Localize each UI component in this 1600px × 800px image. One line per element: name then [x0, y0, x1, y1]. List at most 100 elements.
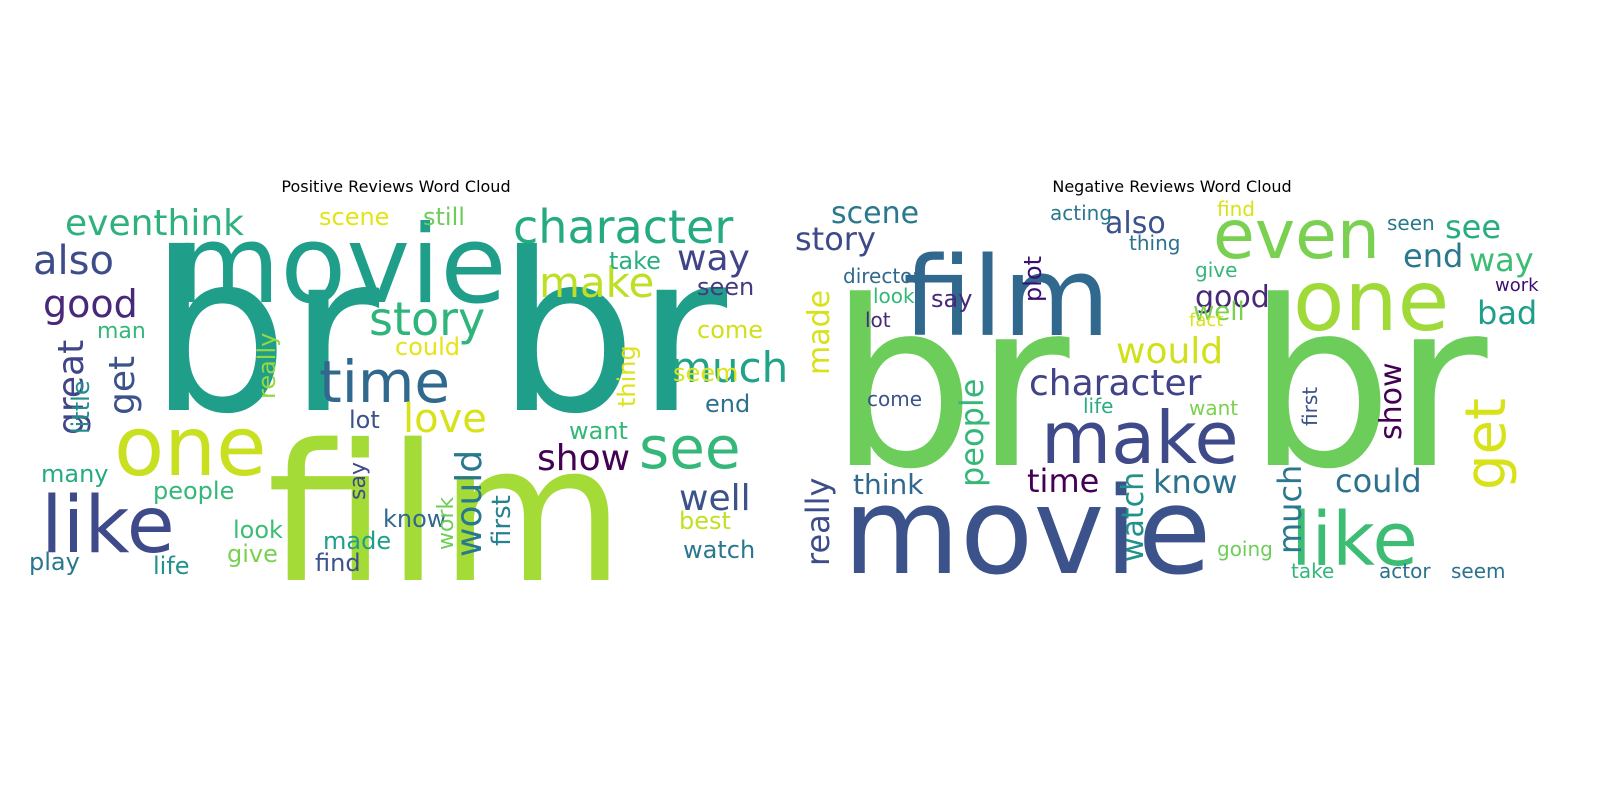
negative-word-going: going: [1217, 537, 1273, 561]
negative-word-like: like: [1291, 497, 1418, 583]
negative-word-know: know: [1153, 463, 1238, 501]
positive-word-look: look: [233, 516, 283, 544]
positive-word-many: many: [41, 460, 109, 488]
positive-word-lot: lot: [349, 406, 380, 434]
negative-word-fact: fact: [1189, 310, 1223, 331]
positive-word-give: give: [227, 540, 278, 568]
positive-word-great: great: [51, 340, 92, 435]
negative-word-way: way: [1469, 241, 1534, 279]
negative-word-one: one: [1293, 252, 1449, 350]
positive-word-work: work: [434, 497, 459, 550]
positive-word-show: show: [537, 438, 630, 479]
negative-word-end: end: [1403, 237, 1463, 275]
positive-word-seen: seen: [697, 273, 754, 301]
positive-word-film: film: [267, 404, 625, 585]
positive-word-love: love: [403, 396, 487, 442]
negative-word-see: see: [1445, 208, 1501, 246]
positive-word-good: good: [43, 282, 138, 326]
negative-word-br: br: [829, 253, 1070, 520]
negative-word-find: find: [1217, 200, 1255, 221]
negative-word-good: good: [1195, 280, 1270, 315]
negative-word-really: really: [799, 478, 837, 566]
positive-word-seem: seem: [673, 359, 738, 387]
positive-word-really: really: [253, 333, 281, 399]
negative-word-get: get: [1454, 398, 1519, 490]
positive-word-could: could: [395, 333, 460, 361]
negative-word-movie: movie: [843, 463, 1212, 585]
negative-word-much: much: [1271, 465, 1309, 554]
positive-word-watch: watch: [683, 536, 755, 564]
positive-word-made: made: [323, 527, 391, 555]
positive-word-would: would: [449, 450, 490, 557]
negative-word-seem: seem: [1451, 559, 1506, 583]
positive-word-want: want: [569, 417, 628, 445]
positive-word-one: one: [114, 400, 267, 495]
positive-word-see: see: [639, 414, 741, 482]
negative-word-say: say: [931, 285, 972, 313]
positive-word-play: play: [29, 548, 80, 576]
negative-word-come: come: [867, 387, 922, 411]
negative-word-thing: thing: [1129, 231, 1180, 255]
positive-word-br: br: [497, 206, 728, 462]
positive-word-first: first: [487, 495, 517, 546]
positive-word-like: like: [41, 481, 175, 571]
positive-word-get: get: [102, 356, 143, 415]
positive-wordcloud-title: Positive Reviews Word Cloud: [281, 177, 511, 196]
negative-word-well: well: [1193, 297, 1245, 327]
positive-word-know: know: [383, 505, 446, 533]
positive-word-life: life: [153, 552, 190, 580]
negative-word-actor: actor: [1379, 559, 1431, 583]
positive-word-best: best: [679, 507, 731, 535]
positive-word-scene: scene: [319, 203, 389, 231]
negative-word-want: want: [1189, 396, 1238, 420]
positive-word-time: time: [319, 348, 450, 416]
positive-word-also: also: [33, 238, 114, 284]
negative-word-work: work: [1495, 275, 1539, 296]
positive-word-br: br: [149, 206, 380, 462]
positive-word-end: end: [705, 390, 750, 418]
negative-word-also: also: [1105, 206, 1166, 241]
positive-word-character: character: [513, 200, 733, 254]
positive-word-take: take: [609, 247, 661, 275]
negative-word-acting: acting: [1050, 201, 1112, 225]
negative-word-watch: watch: [1116, 472, 1151, 562]
negative-word-made: made: [802, 290, 837, 375]
negative-word-look: look: [873, 284, 915, 308]
negative-word-even: even: [1213, 200, 1380, 275]
positive-word-well: well: [679, 478, 751, 519]
positive-word-eventhink: eventhink: [65, 203, 244, 244]
negative-word-people: people: [953, 379, 991, 487]
negative-word-give: give: [1195, 258, 1237, 282]
negative-word-could: could: [1335, 462, 1422, 500]
negative-word-lot: lot: [865, 308, 891, 332]
negative-word-would: would: [1116, 331, 1223, 372]
positive-word-little: little: [67, 380, 95, 434]
negative-word-plot: plot: [1019, 256, 1047, 302]
negative-word-time: time: [1027, 462, 1099, 500]
negative-wordcloud-title: Negative Reviews Word Cloud: [1052, 177, 1292, 196]
positive-word-much: much: [671, 343, 788, 392]
positive-word-still: still: [423, 203, 465, 231]
positive-word-come: come: [697, 316, 763, 344]
positive-word-say: say: [346, 462, 371, 500]
positive-word-make: make: [539, 258, 654, 307]
negative-word-seen: seen: [1387, 211, 1435, 235]
positive-word-story: story: [369, 292, 485, 346]
negative-word-show: show: [1374, 362, 1409, 440]
negative-word-story: story: [795, 220, 876, 258]
positive-word-man: man: [97, 319, 146, 344]
negative-word-take: take: [1291, 559, 1334, 583]
positive-word-movie: movie: [175, 203, 507, 328]
negative-word-first: first: [1298, 387, 1322, 426]
positive-word-find: find: [315, 549, 361, 577]
positive-word-thing: thing: [613, 345, 641, 407]
negative-word-life: life: [1083, 394, 1113, 418]
negative-word-film: film: [903, 233, 1110, 361]
negative-word-think: think: [853, 468, 924, 501]
negative-word-br: br: [1247, 253, 1488, 520]
positive-word-people: people: [153, 477, 234, 505]
negative-word-bad: bad: [1477, 294, 1537, 332]
positive-word-way: way: [677, 238, 750, 279]
